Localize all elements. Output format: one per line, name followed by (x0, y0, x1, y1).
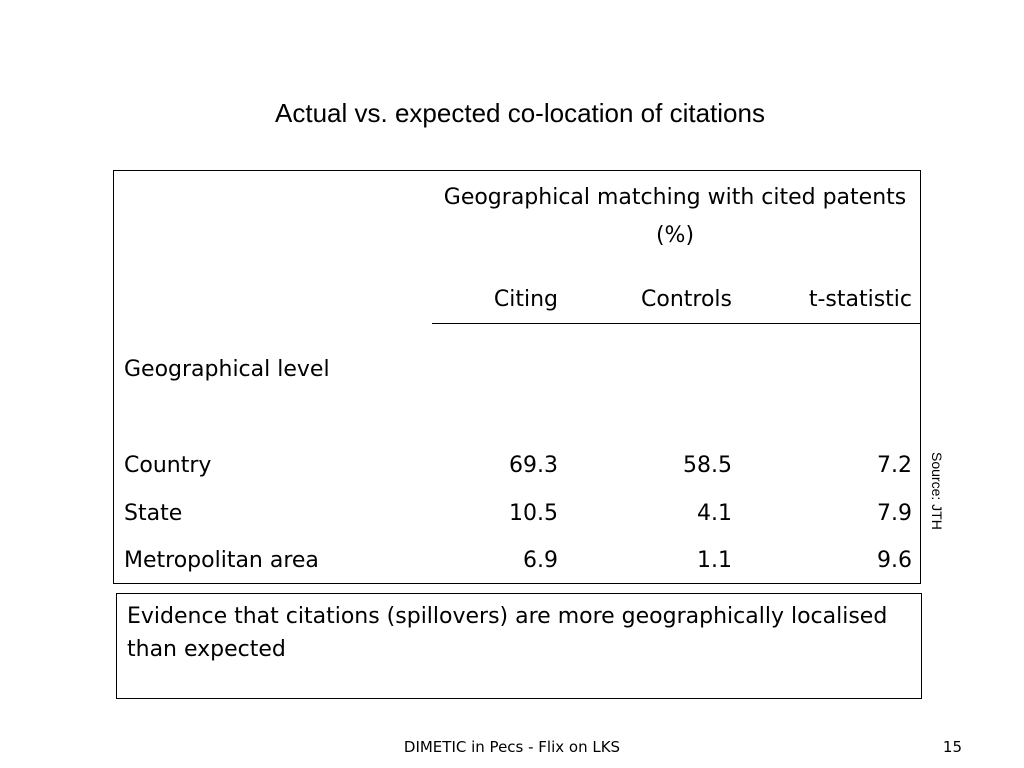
row-label-metropolitan-area: Metropolitan area (124, 548, 319, 573)
column-header-citing: Citing (493, 287, 558, 312)
cell-country-citing: 69.3 (509, 453, 558, 478)
cell-country-controls: 58.5 (683, 453, 732, 478)
row-label-country: Country (124, 453, 212, 478)
page-number: 15 (942, 738, 962, 756)
row-label-state: State (124, 501, 183, 526)
header-rule (432, 323, 920, 324)
slide-footer: DIMETIC in Pecs - Flix on LKS (403, 738, 621, 756)
cell-metro-t: 9.6 (877, 548, 912, 573)
evidence-note: Evidence that citations (spillovers) are… (116, 593, 922, 699)
cell-state-citing: 10.5 (509, 501, 558, 526)
slide-title: Actual vs. expected co-location of citat… (275, 98, 765, 128)
cell-state-t: 7.9 (877, 501, 912, 526)
group-header: Geographical matching with cited patents… (443, 185, 907, 248)
results-table: Geographical matching with cited patents… (113, 170, 921, 584)
source-note: Source: JTH (929, 452, 945, 530)
cell-metro-controls: 1.1 (697, 548, 732, 573)
cell-metro-citing: 6.9 (523, 548, 558, 573)
cell-country-t: 7.2 (877, 453, 912, 478)
cell-state-controls: 4.1 (697, 501, 732, 526)
column-header-t-statistic: t-statistic (808, 287, 912, 312)
column-header-controls: Controls (641, 287, 732, 312)
row-header: Geographical level (124, 357, 330, 382)
